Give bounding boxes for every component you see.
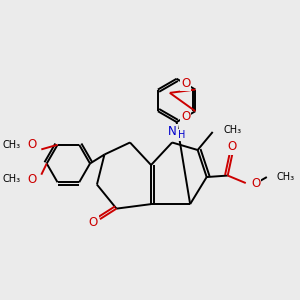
Text: CH₃: CH₃ — [2, 174, 20, 184]
Text: N: N — [168, 125, 176, 139]
Text: H: H — [178, 130, 185, 140]
Text: O: O — [251, 177, 260, 190]
Text: O: O — [181, 110, 190, 123]
Text: O: O — [181, 77, 190, 90]
Text: CH₃: CH₃ — [223, 124, 241, 135]
Text: O: O — [28, 138, 37, 152]
Text: O: O — [89, 216, 98, 229]
Text: CH₃: CH₃ — [276, 172, 295, 182]
Text: O: O — [228, 140, 237, 154]
Text: O: O — [28, 173, 37, 186]
Text: CH₃: CH₃ — [2, 140, 20, 150]
